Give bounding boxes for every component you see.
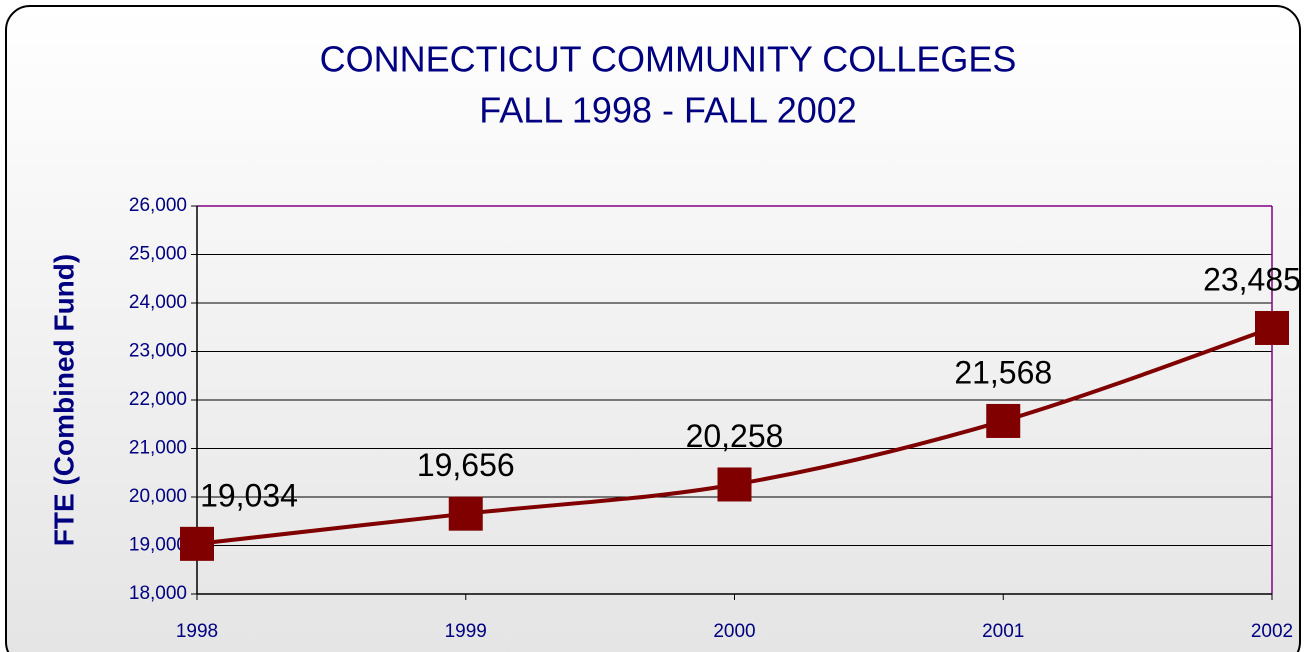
x-tick-label: 1999 <box>445 621 487 642</box>
data-point <box>1255 310 1289 345</box>
x-tick-label: 2000 <box>713 621 755 642</box>
y-axis-label: FTE (Combined Fund) <box>48 254 79 546</box>
data-label: 19,034 <box>200 477 298 513</box>
data-label: 20,258 <box>686 418 784 454</box>
y-tick-label: 25,000 <box>129 244 187 265</box>
x-tick-label: 2002 <box>1251 621 1293 642</box>
y-tick-label: 22,000 <box>129 389 187 410</box>
chart-frame <box>5 5 1301 652</box>
data-point <box>448 496 483 531</box>
y-tick-label: 21,000 <box>129 438 187 459</box>
data-label: 23,485 <box>1203 261 1301 297</box>
chart-title: CONNECTICUT COMMUNITY COLLEGES <box>320 39 1017 80</box>
y-tick-label: 26,000 <box>129 195 187 216</box>
data-point <box>717 467 752 502</box>
y-tick-label: 18,000 <box>129 583 187 604</box>
data-point <box>986 403 1021 438</box>
data-label: 21,568 <box>954 354 1052 390</box>
chart-subtitle: FALL 1998 - FALL 2002 <box>479 90 857 131</box>
y-tick-label: 20,000 <box>129 486 187 507</box>
x-tick-label: 2001 <box>982 621 1024 642</box>
x-tick-label: 1998 <box>176 621 218 642</box>
y-tick-label: 23,000 <box>129 341 187 362</box>
y-tick-label: 19,000 <box>129 535 187 556</box>
data-point <box>180 526 214 561</box>
y-tick-label: 24,000 <box>129 292 187 313</box>
data-label: 19,656 <box>417 447 515 483</box>
